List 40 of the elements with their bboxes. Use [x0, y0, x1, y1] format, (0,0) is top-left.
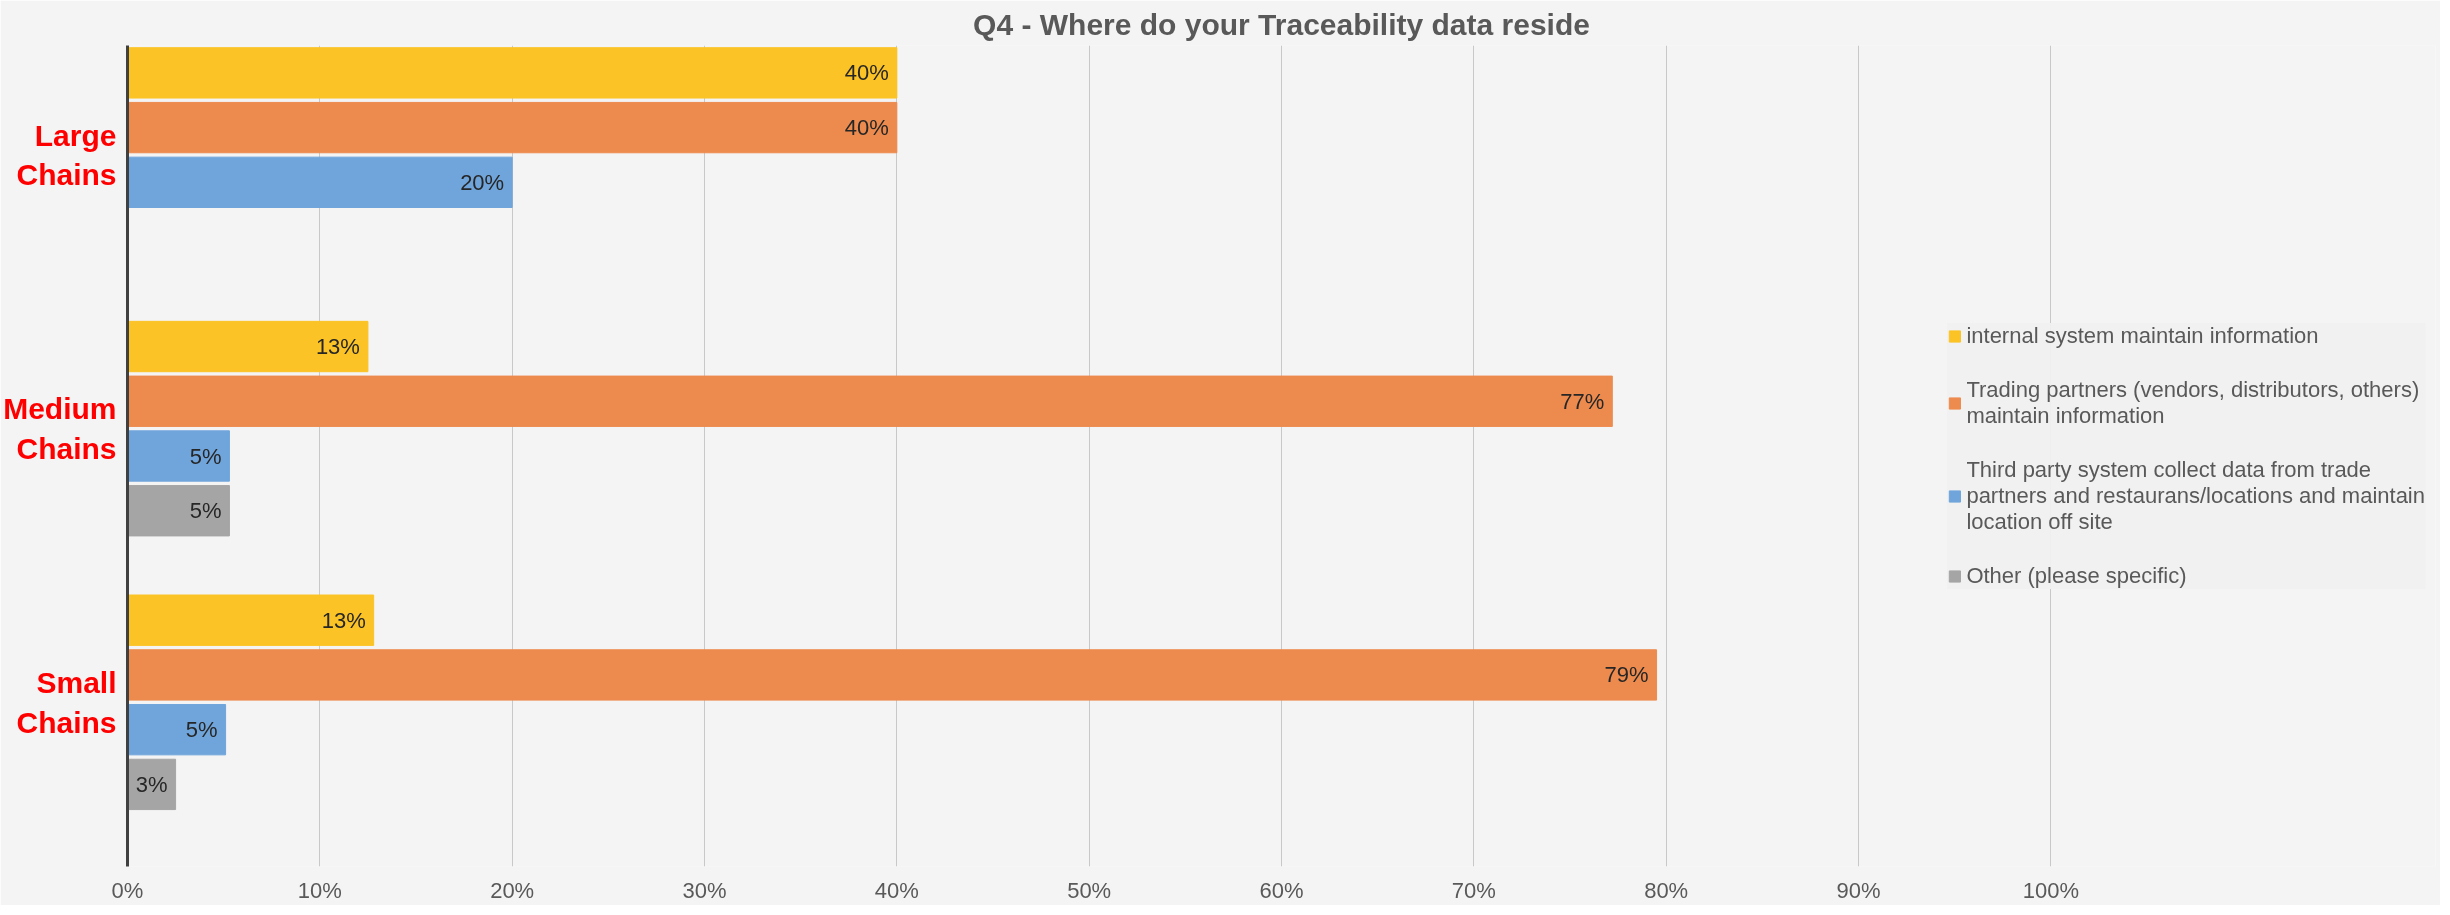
legend-label: Third party system collect data from trade partners and restaurans/locations and maintain location off site — [1966, 456, 2425, 535]
bar — [127, 485, 230, 537]
data-label: 20% — [460, 169, 505, 195]
chart-title: Q4 - Where do your Traceability data reside — [973, 7, 1590, 41]
x-tick-label: 80% — [1644, 877, 1689, 903]
data-label: 5% — [189, 498, 222, 524]
data-label: 40% — [844, 115, 889, 141]
bar — [127, 375, 1613, 427]
x-tick-label: 10% — [297, 877, 342, 903]
bar — [127, 156, 513, 209]
x-tick-label: 0% — [111, 877, 144, 903]
x-tick-label: 40% — [874, 877, 919, 903]
bar — [127, 47, 898, 99]
bar — [127, 320, 369, 373]
bar — [127, 703, 227, 756]
data-label: 40% — [844, 60, 889, 86]
y-tick-label: Large Chains — [16, 118, 117, 192]
bar — [127, 649, 1658, 701]
data-label: 77% — [1560, 388, 1605, 414]
legend-label: Trading partners (vendors, distributors, others) maintain information — [1966, 376, 2420, 429]
data-label: 13% — [321, 607, 366, 633]
x-tick-label: 60% — [1259, 877, 1304, 903]
x-tick-label: 100% — [2022, 877, 2079, 903]
data-label: 13% — [315, 334, 360, 360]
x-tick-label: 30% — [682, 877, 727, 903]
x-tick-label: 20% — [490, 877, 535, 903]
bar — [127, 594, 375, 646]
data-label: 79% — [1604, 662, 1649, 688]
x-tick-label: 50% — [1067, 877, 1112, 903]
bar — [127, 101, 898, 154]
legend-label: internal system maintain information — [1966, 322, 2319, 349]
data-label: 5% — [189, 443, 222, 469]
data-label: 5% — [185, 717, 218, 743]
data-label: 3% — [135, 771, 168, 797]
x-tick-label: 70% — [1451, 877, 1496, 903]
y-tick-label: Medium Chains — [3, 392, 117, 465]
y-tick-label: Small Chains — [16, 666, 117, 739]
legend-label: Other (please specific) — [1966, 562, 2187, 589]
bar — [127, 430, 230, 482]
x-tick-label: 90% — [1836, 877, 1881, 903]
